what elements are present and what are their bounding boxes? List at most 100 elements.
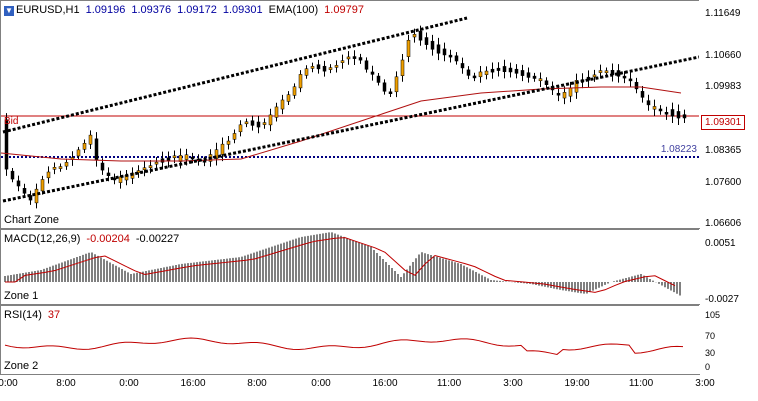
candle-body — [652, 106, 657, 110]
candle-body — [4, 119, 9, 170]
chart-header: ▼ EURUSD,H1 1.09196 1.09376 1.09172 1.09301 EM… — [4, 4, 370, 16]
ohlc-close: 1.09301 — [222, 4, 263, 16]
candle-body — [376, 75, 381, 83]
time-tick: 3:00 — [695, 378, 715, 389]
candle-body — [520, 70, 525, 76]
candle-body — [370, 71, 375, 75]
candle-body — [262, 122, 267, 125]
rsi-tick: 105 — [705, 310, 721, 320]
price-tick: 1.09983 — [705, 81, 742, 92]
rsi-tick: 70 — [705, 331, 716, 341]
rsi-header: RSI(14) 37 — [4, 309, 66, 321]
time-tick: 8:00 — [247, 378, 267, 389]
candle-body — [406, 39, 411, 57]
candle-body — [58, 166, 63, 169]
candle-body — [268, 114, 273, 126]
ohlc-low: 1.09172 — [177, 4, 217, 16]
ohlc-open: 1.09196 — [85, 4, 126, 16]
candle-body — [220, 143, 225, 155]
candle-body — [334, 65, 339, 68]
candle-body — [10, 170, 15, 180]
candle-body — [538, 78, 543, 82]
candle-body — [250, 120, 255, 126]
candle-body — [424, 37, 429, 45]
candle-body — [172, 155, 177, 159]
candle-body — [148, 165, 153, 168]
candle-body — [574, 80, 579, 93]
rsi-tick: 0 — [705, 362, 711, 372]
candle-body — [316, 64, 321, 70]
candle-body — [28, 195, 33, 201]
candle-body — [592, 74, 597, 78]
down-arrow-icon: ▼ — [4, 6, 14, 16]
candle-body — [244, 121, 249, 125]
candle-body — [454, 55, 459, 62]
candle-body — [238, 124, 243, 133]
candle-body — [232, 133, 237, 140]
candle-body — [322, 65, 327, 72]
candle-body — [664, 112, 669, 115]
time-tick: 0:00 — [0, 378, 18, 389]
ema-label: EMA(100) — [268, 4, 319, 16]
candle-body — [466, 69, 471, 76]
macd-canvas — [4, 232, 681, 296]
level-value-label: 1.08223 — [660, 144, 697, 155]
time-axis[interactable]: 0:00 8:00 0:00 16:00 8:00 0:00 16:00 11:… — [0, 374, 758, 401]
candle-body — [496, 67, 501, 71]
candle-body — [52, 167, 57, 170]
macd-panel[interactable]: MACD(12,26,9) -0.00204 -0.00227 Zone 1 — [0, 229, 700, 305]
rsi-tick: 30 — [705, 348, 716, 358]
candle-body — [436, 44, 441, 54]
time-tick: 11:00 — [628, 378, 654, 389]
candle-body — [604, 70, 609, 74]
price-tick: 1.07600 — [705, 177, 742, 188]
candle-body — [328, 67, 333, 70]
candle-body — [568, 87, 573, 97]
candle-body — [484, 70, 489, 75]
price-scale[interactable]: 1.11649 1.10660 1.09983 1.09301 1.08365 … — [699, 0, 758, 229]
candle-body — [430, 40, 435, 50]
macd-label: MACD(12,26,9) — [4, 233, 81, 245]
macd-value-1: -0.00204 — [86, 233, 130, 245]
macd-header: MACD(12,26,9) -0.00204 -0.00227 — [4, 233, 185, 245]
candle-body — [358, 57, 363, 61]
price-chart-panel[interactable]: ▼ EURUSD,H1 1.09196 1.09376 1.09172 1.09301 EM… — [0, 0, 700, 229]
rsi-scale[interactable]: 105 70 30 0 — [699, 305, 758, 374]
candle-body — [646, 100, 651, 106]
candle-body — [598, 70, 603, 73]
candle-body — [382, 82, 387, 92]
candle-body — [460, 63, 465, 69]
time-tick: 0:00 — [119, 378, 139, 389]
candle-body — [142, 167, 147, 170]
candle-body — [448, 54, 453, 58]
candle-body — [64, 162, 69, 167]
candle-body — [154, 161, 159, 165]
candle-body — [682, 114, 687, 119]
ema-value: 1.09797 — [324, 4, 364, 16]
channel-upper-line — [2, 16, 468, 134]
candle-body — [556, 92, 561, 96]
rsi-label: RSI(14) — [4, 309, 42, 321]
macd-signal-line — [5, 237, 676, 293]
candle-body — [490, 68, 495, 73]
bid-label: Bid — [4, 116, 19, 127]
channel-lower-line — [2, 55, 699, 203]
candle-body — [40, 179, 45, 192]
rsi-value: 37 — [47, 309, 61, 321]
candle-body — [364, 60, 369, 70]
rsi-panel[interactable]: RSI(14) 37 Zone 2 — [0, 305, 700, 375]
candle-body — [274, 106, 279, 118]
price-chart-canvas[interactable] — [1, 1, 699, 228]
candle-body — [190, 156, 195, 160]
time-tick: 0:00 — [311, 378, 331, 389]
candle-body — [400, 59, 405, 76]
candle-body — [286, 94, 291, 102]
candle-body — [34, 188, 39, 204]
candle-body — [292, 86, 297, 96]
time-tick: 16:00 — [372, 378, 398, 389]
candle-body — [394, 76, 399, 93]
macd-scale[interactable]: 0.0051 -0.0027 — [699, 229, 758, 305]
candle-body — [100, 162, 105, 171]
candle-body — [76, 149, 81, 157]
candle-body — [562, 92, 567, 99]
